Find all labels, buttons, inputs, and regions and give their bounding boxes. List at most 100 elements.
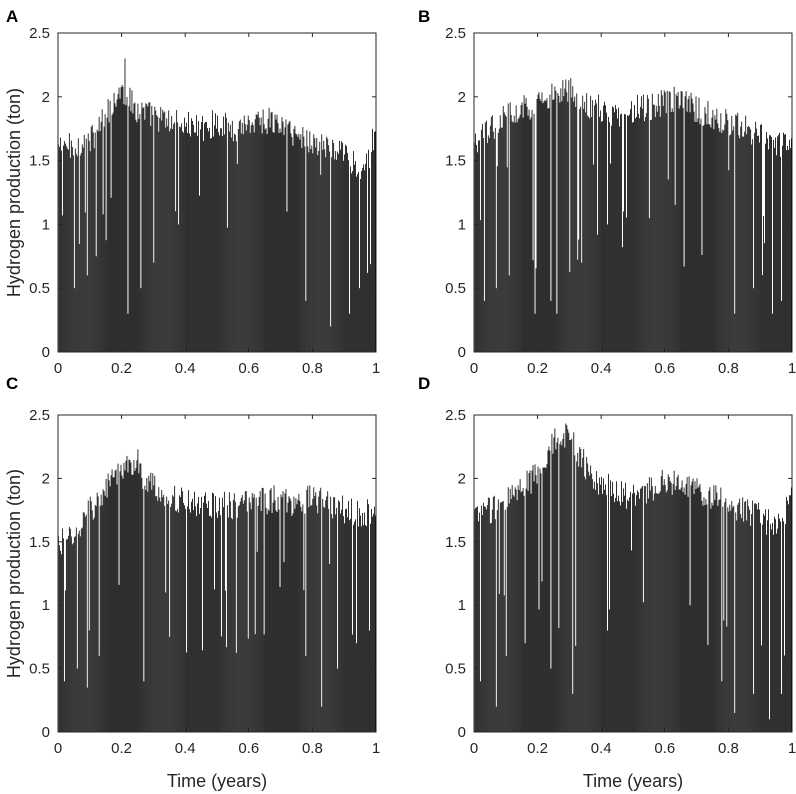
bar — [220, 636, 222, 732]
bar — [142, 108, 144, 352]
bar — [739, 498, 741, 732]
bar — [111, 114, 113, 352]
bar — [761, 124, 762, 352]
bar — [604, 101, 605, 352]
bar — [525, 488, 527, 732]
bar — [364, 512, 365, 732]
bar — [298, 493, 300, 732]
bar — [148, 102, 150, 352]
bar — [590, 95, 592, 352]
bar — [247, 638, 249, 732]
bar — [299, 501, 301, 732]
bar — [607, 630, 608, 732]
bar — [288, 496, 290, 732]
y-tick-label: 1 — [42, 597, 50, 614]
bar — [115, 106, 117, 352]
bar — [60, 554, 62, 732]
bar — [615, 105, 616, 353]
bar — [300, 134, 302, 352]
bar — [710, 508, 712, 732]
bar — [559, 444, 561, 732]
bar — [270, 488, 272, 732]
bar — [593, 488, 595, 732]
bar — [269, 490, 271, 732]
bar — [569, 271, 571, 352]
bar — [147, 491, 149, 732]
x-tick-label: 0.2 — [111, 740, 132, 757]
bar — [248, 120, 250, 352]
bar — [512, 494, 514, 732]
bar — [249, 132, 251, 352]
bar — [613, 493, 614, 732]
bar — [514, 122, 516, 353]
bar — [541, 92, 543, 352]
bar — [245, 491, 247, 732]
bar — [550, 668, 552, 732]
bar — [681, 91, 683, 352]
bar — [343, 160, 345, 352]
bar — [648, 477, 650, 732]
bar — [590, 465, 592, 732]
bar — [742, 136, 744, 352]
bar — [110, 197, 112, 352]
bar — [353, 524, 354, 732]
bar — [283, 562, 285, 732]
bar — [227, 122, 229, 352]
bar — [350, 166, 351, 352]
bar — [344, 154, 346, 352]
x-tick-label: 0 — [470, 740, 478, 757]
bar — [327, 491, 329, 732]
bar — [257, 111, 259, 352]
bar — [702, 505, 704, 732]
bar — [628, 115, 629, 353]
bar — [107, 473, 109, 732]
bar — [626, 217, 627, 352]
bar — [320, 487, 322, 732]
bar — [84, 212, 86, 352]
bar — [207, 128, 208, 352]
bar — [772, 522, 773, 732]
bar — [535, 475, 537, 732]
bar — [103, 491, 105, 732]
bar — [136, 460, 138, 732]
bar — [236, 163, 238, 352]
bar — [740, 514, 742, 732]
bar — [661, 469, 663, 732]
bar — [671, 494, 673, 732]
bar — [606, 495, 607, 732]
bar — [125, 460, 127, 732]
bar — [480, 129, 482, 352]
bar — [214, 125, 215, 353]
y-tick-label: 2.5 — [29, 25, 50, 42]
bar — [681, 480, 683, 732]
bar — [545, 100, 547, 352]
bar — [755, 503, 757, 732]
bar — [667, 474, 669, 732]
bar — [568, 432, 570, 732]
bar — [310, 149, 312, 352]
bar — [178, 512, 180, 732]
bar — [487, 497, 489, 732]
bar — [552, 100, 554, 352]
bar — [192, 120, 193, 353]
bar — [564, 447, 566, 732]
bar — [567, 429, 569, 732]
bar — [326, 496, 328, 732]
bar — [251, 122, 253, 352]
bar — [668, 477, 670, 732]
bar — [626, 508, 627, 732]
y-tick-label: 1 — [42, 216, 50, 233]
bar — [114, 103, 116, 352]
bar — [510, 114, 512, 352]
bar — [481, 124, 483, 353]
bar — [203, 502, 204, 732]
bar — [153, 485, 155, 732]
bar — [587, 463, 589, 732]
bar — [372, 128, 373, 352]
bar — [533, 113, 535, 353]
bar — [573, 101, 575, 352]
bar — [350, 518, 351, 732]
bar — [195, 506, 196, 732]
bar — [216, 512, 217, 732]
